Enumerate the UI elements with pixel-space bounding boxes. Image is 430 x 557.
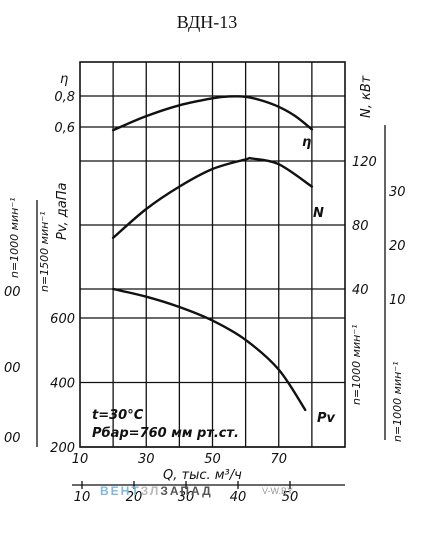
eta-curve-label: η [302, 135, 311, 150]
pressure-1000-tick-label: 00 [4, 285, 21, 300]
pressure-1500-axis-label: n=1500 мин⁻¹ [38, 211, 51, 292]
pressure-1000-axis-label: n=1000 мин⁻¹ [8, 197, 21, 278]
x-tick-label: 50 [204, 452, 221, 467]
power-curve-label: N [313, 206, 324, 221]
pressure-axis-label: Pv, даПа [55, 183, 70, 240]
x2-tick-label: 40 [230, 490, 247, 505]
power-axis-label: N, кВт [359, 75, 374, 118]
watermark-site: V-W.BY [262, 486, 293, 496]
power-1000-tick-label: 10 [389, 293, 406, 308]
eta-axis-label: η [60, 72, 68, 87]
eta-tick-label: 0,6 [54, 121, 75, 136]
temperature-annotation: t=30°C [92, 408, 144, 423]
x-axis-label: Q, тыс. м³/ч [163, 468, 242, 483]
chart-title: ВДН-13 [177, 12, 238, 32]
pressure-tick-label: 200 [50, 441, 75, 456]
labels: η N Pv t=30°C Pбар=760 мм рт.ст. [92, 135, 336, 441]
power-tick-label: 120 [352, 155, 377, 170]
pressure-tick-label: 600 [50, 312, 75, 327]
pressure-curve [111, 287, 307, 412]
pressure-curve-label: Pv [317, 411, 336, 426]
power-tick-label: 80 [352, 219, 369, 234]
curves [111, 95, 314, 412]
x2-tick-label: 50 [282, 490, 299, 505]
eta-curve [111, 95, 314, 132]
watermark: ВЕНТЗЛЗАПАД V-W.BY [100, 484, 293, 498]
x2-tick-label: 30 [178, 490, 195, 505]
x-tick-label: 30 [138, 452, 155, 467]
pressure-annotation: Pбар=760 мм рт.ст. [92, 426, 239, 441]
pressure-1000-tick-label: 00 [4, 431, 21, 446]
power-1000-axis-label: n=1000 мин⁻¹ [391, 361, 404, 442]
power-tick-label: 40 [352, 283, 369, 298]
x2-tick-label: 10 [74, 490, 91, 505]
axes: 10 30 50 70 Q, тыс. м³/ч 10 20 30 40 50 η 0,8 0,6 40 8… [4, 72, 406, 505]
x-tick-label: 10 [72, 452, 89, 467]
power-curve [111, 156, 314, 239]
grid [79, 61, 346, 448]
x2-tick-label: 20 [126, 490, 143, 505]
watermark-brand: ВЕНТЗЛЗАПАД [100, 484, 213, 498]
x-tick-label: 70 [270, 452, 287, 467]
power-1000-tick-label: 20 [389, 239, 406, 254]
pressure-1000-tick-label: 00 [4, 361, 21, 376]
power-1000-tick-label: 30 [389, 185, 406, 200]
eta-tick-label: 0,8 [54, 90, 75, 105]
pressure-tick-label: 400 [50, 377, 75, 392]
power-1000-mid-label: n=1000 мин⁻¹ [350, 324, 363, 405]
